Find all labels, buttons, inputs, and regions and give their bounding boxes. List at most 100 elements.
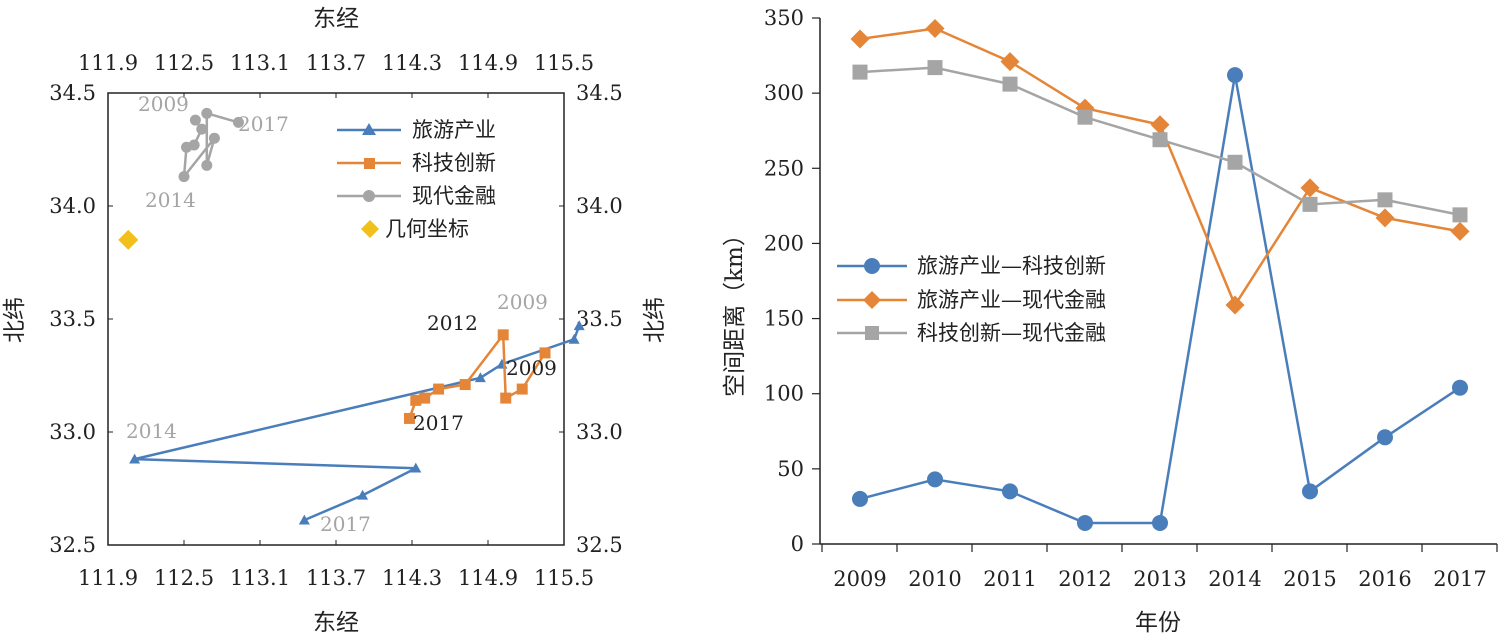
legend-label-finance: 现代金融: [412, 184, 496, 208]
tourism-tech-point: [1302, 483, 1318, 500]
tech-finance-point: [1227, 154, 1243, 170]
tourism-finance-point: [1300, 178, 1320, 198]
x-tick-label: 2009: [833, 567, 886, 591]
tourism-tech-point: [1152, 514, 1168, 531]
x-tick-label: 2010: [908, 567, 961, 591]
tech-finance-point: [1302, 196, 1318, 212]
square-marker-icon: [865, 326, 879, 340]
tourism-tech-point: [1002, 483, 1018, 500]
tourism-tech-point: [927, 471, 943, 488]
y-tick-label: 300: [764, 81, 804, 105]
annotation-2017-tech: 2017: [413, 411, 464, 435]
tourism-finance-point: [1375, 208, 1395, 228]
y-tick-label: 33.0: [576, 420, 623, 444]
tourism-finance-point: [850, 29, 870, 49]
x-tick-label: 115.5: [534, 566, 594, 590]
legend-item-tourism-finance: 旅游产业—现代金融: [837, 288, 1106, 312]
tourism-point: [298, 514, 310, 525]
left-top-x-tick-labels: 111.9 112.5 113.1 113.7 114.3 114.9 115.5: [78, 51, 594, 98]
x-tick-label: 111.9: [78, 566, 138, 590]
left-bottom-x-axis-label: 东经: [313, 610, 359, 636]
tourism-point: [568, 333, 580, 344]
tourism-tech-point: [1377, 429, 1393, 446]
y-tick-label: 34.0: [576, 194, 623, 218]
tech-finance-point: [852, 64, 868, 80]
x-tick-label: 111.9: [78, 51, 138, 75]
x-tick-label: 115.5: [534, 51, 594, 75]
triangle-marker-icon: [362, 123, 376, 135]
tourism-line: [134, 325, 581, 522]
x-tick-label: 114.9: [458, 566, 518, 590]
x-tick-label: 113.1: [230, 51, 290, 75]
x-tick-label: 2013: [1133, 567, 1186, 591]
tourism-finance-point: [1450, 221, 1470, 241]
left-top-x-axis-label: 东经: [313, 6, 359, 32]
left-chart: 111.9 112.5 113.1 113.7 114.3 114.9 115.5 111.…: [2, 6, 668, 636]
y-tick-label: 150: [764, 307, 804, 331]
x-tick-label: 2015: [1283, 567, 1336, 591]
x-tick-label: 113.1: [230, 566, 290, 590]
y-tick-label: 32.5: [576, 533, 623, 557]
y-tick-label: 100: [764, 382, 804, 406]
left-legend: 旅游产业 科技创新 现代金融 几何坐标: [337, 118, 496, 241]
tourism-point: [573, 320, 585, 331]
square-marker-icon: [364, 158, 375, 169]
tourism-point: [474, 372, 486, 383]
annotation-2009-tech: 2009: [506, 356, 557, 380]
tourism-point: [129, 453, 141, 464]
y-tick-label: 200: [764, 231, 804, 255]
tourism-tech-point: [1077, 514, 1093, 531]
right-legend: 旅游产业—科技创新 旅游产业—现代金融 科技创新—现代金融: [837, 254, 1106, 345]
y-tick-label: 33.5: [49, 307, 96, 331]
tech-finance-point: [1152, 132, 1168, 148]
tech-finance-point: [1077, 109, 1093, 125]
x-tick-label: 113.7: [306, 51, 366, 75]
tech-point: [419, 392, 431, 404]
tech-point: [500, 392, 512, 404]
finance-point: [201, 107, 213, 119]
legend-label-tech: 科技创新: [412, 151, 496, 175]
legend-item-finance: 现代金融: [337, 184, 496, 208]
tech-point: [539, 347, 551, 359]
tourism-tech-point: [1227, 67, 1243, 84]
finance-point: [208, 132, 220, 144]
annotation-2014-tourism: 2014: [126, 419, 177, 443]
legend-label-tourism-finance: 旅游产业—现代金融: [917, 288, 1106, 312]
x-tick-label: 2014: [1208, 567, 1261, 591]
left-y-axis-label: 北纬: [2, 297, 28, 343]
x-tick-label: 113.7: [306, 566, 366, 590]
left-y-tick-labels: 32.5 33.0 33.5 34.0 34.5: [49, 81, 113, 557]
x-tick-label: 2017: [1433, 567, 1486, 591]
tech-point: [459, 379, 471, 391]
x-tick-label: 114.3: [382, 566, 442, 590]
y-tick-label: 34.5: [49, 81, 96, 105]
tech-finance-point: [1452, 207, 1468, 223]
legend-label-tech-finance: 科技创新—现代金融: [917, 321, 1106, 345]
right-y-axis-label: 北纬: [642, 297, 668, 343]
right-y-axis-label-distance: 空间距离（km）: [722, 223, 748, 397]
legend-item-tourism-tech: 旅游产业—科技创新: [837, 254, 1106, 278]
y-tick-label: 50: [777, 457, 804, 481]
diamond-marker-icon: [361, 220, 379, 238]
annotation-2009-gray: 2009: [138, 92, 189, 116]
diamond-marker-icon: [863, 291, 881, 309]
tech-point: [516, 383, 528, 395]
circle-marker-icon: [363, 190, 375, 202]
annotation-2017-tourism: 2017: [320, 512, 371, 536]
legend-label-centroid: 几何坐标: [385, 217, 469, 241]
y-tick-label: 33.0: [49, 420, 96, 444]
left-year-annotations: 2009 2017 2014 2009 2012 2009 2017 2014 …: [126, 92, 557, 536]
tourism-finance-point: [925, 19, 945, 39]
tech-point: [410, 394, 422, 406]
x-tick-label: 114.9: [458, 51, 518, 75]
y-tick-label: 33.5: [576, 307, 623, 331]
finance-point: [201, 159, 213, 171]
tourism-finance-point: [1225, 295, 1245, 315]
legend-item-tech: 科技创新: [337, 151, 496, 175]
tech-point: [497, 329, 509, 341]
circle-marker-icon: [864, 258, 880, 274]
annotation-2014-gray: 2014: [145, 188, 196, 212]
legend-item-centroid: 几何坐标: [361, 217, 469, 241]
